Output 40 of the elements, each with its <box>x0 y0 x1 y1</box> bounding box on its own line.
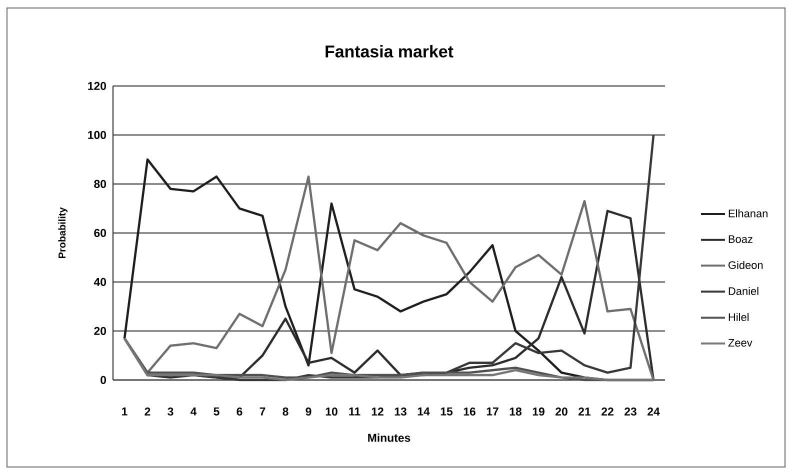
x-tick-label: 9 <box>306 408 312 416</box>
x-tick-label: 10 <box>326 408 338 416</box>
x-tick-label: 23 <box>624 408 636 416</box>
chart-title: Fantasia market <box>326 45 454 58</box>
x-tick-label: 17 <box>486 408 498 416</box>
x-tick-label: 4 <box>190 408 197 416</box>
x-tick-label: 1 <box>122 408 128 416</box>
y-tick-label: 0 <box>100 376 106 384</box>
x-tick-label: 18 <box>510 408 522 416</box>
x-tick-label: 16 <box>464 408 476 416</box>
legend-label: Zeev <box>728 339 752 347</box>
legend-label: Gideon <box>728 260 763 269</box>
y-axis-title: Probability <box>58 207 68 258</box>
x-tick-label: 21 <box>578 408 591 416</box>
x-tick-label: 6 <box>236 408 242 416</box>
x-tick-label: 15 <box>440 408 453 416</box>
x-tick-label: 5 <box>214 408 220 416</box>
y-tick-label: 100 <box>88 130 106 140</box>
legend-label: Hilel <box>728 312 749 322</box>
x-tick-label: 3 <box>168 408 174 416</box>
x-tick-label: 22 <box>602 408 614 416</box>
x-tick-label: 2 <box>144 408 150 416</box>
legend-label: Daniel <box>728 286 758 296</box>
y-tick-label: 20 <box>94 326 106 336</box>
legend-label: Elhanan <box>728 209 768 218</box>
x-tick-label: 7 <box>260 408 266 416</box>
x-tick-label: 20 <box>556 408 568 416</box>
legend-label: Boaz <box>728 235 752 243</box>
x-tick-label: 12 <box>372 408 384 416</box>
y-tick-label: 120 <box>88 82 106 90</box>
x-tick-label: 11 <box>349 408 360 416</box>
x-tick-label: 14 <box>418 408 430 416</box>
y-tick-label: 40 <box>94 278 106 286</box>
x-tick-label: 24 <box>648 408 660 416</box>
y-tick-label: 80 <box>94 180 106 188</box>
y-tick-label: 60 <box>94 228 106 238</box>
x-tick-label: 13 <box>394 408 406 416</box>
x-axis-title: Minutes <box>368 433 410 442</box>
x-tick-label: 19 <box>532 408 544 416</box>
x-tick-label: 8 <box>282 408 288 416</box>
